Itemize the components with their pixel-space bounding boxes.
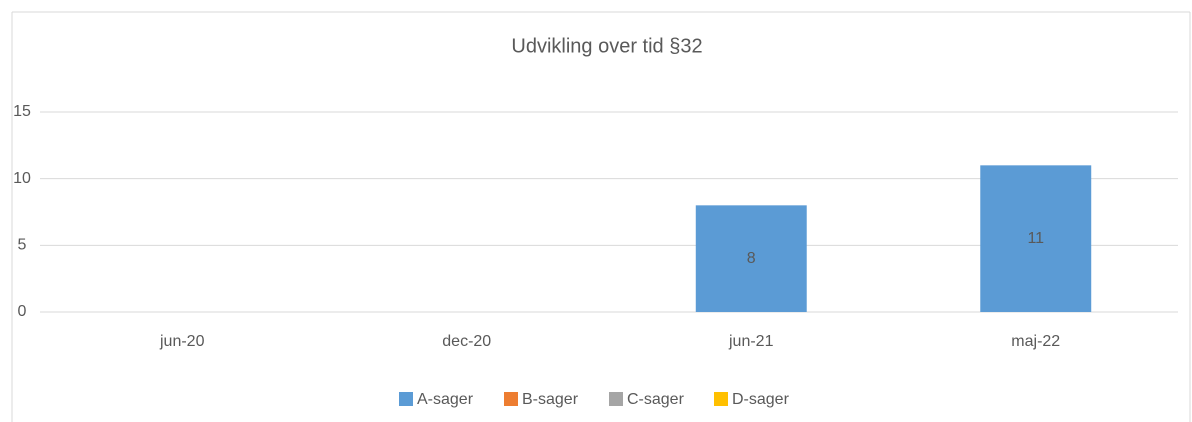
legend-label: B-sager <box>522 391 579 408</box>
legend-label: A-sager <box>417 391 474 408</box>
y-tick-label: 10 <box>13 170 31 187</box>
y-tick-label: 0 <box>18 303 27 320</box>
data-label: 11 <box>1027 230 1044 247</box>
legend-label: C-sager <box>627 391 685 408</box>
data-label: 8 <box>747 250 756 267</box>
x-tick-label: maj-22 <box>1011 333 1060 350</box>
x-tick-label: jun-21 <box>728 333 774 350</box>
legend-swatch <box>399 392 413 406</box>
legend-swatch <box>504 392 518 406</box>
bar <box>695 205 807 312</box>
legend-swatch <box>609 392 623 406</box>
x-tick-label: dec-20 <box>442 333 491 350</box>
legend-swatch <box>714 392 728 406</box>
chart-title: Udvikling over tid §32 <box>511 35 702 57</box>
y-tick-label: 15 <box>13 103 31 120</box>
legend-label: D-sager <box>732 391 790 408</box>
x-tick-label: jun-20 <box>159 333 205 350</box>
bar <box>980 165 1092 312</box>
y-tick-label: 5 <box>18 237 27 254</box>
